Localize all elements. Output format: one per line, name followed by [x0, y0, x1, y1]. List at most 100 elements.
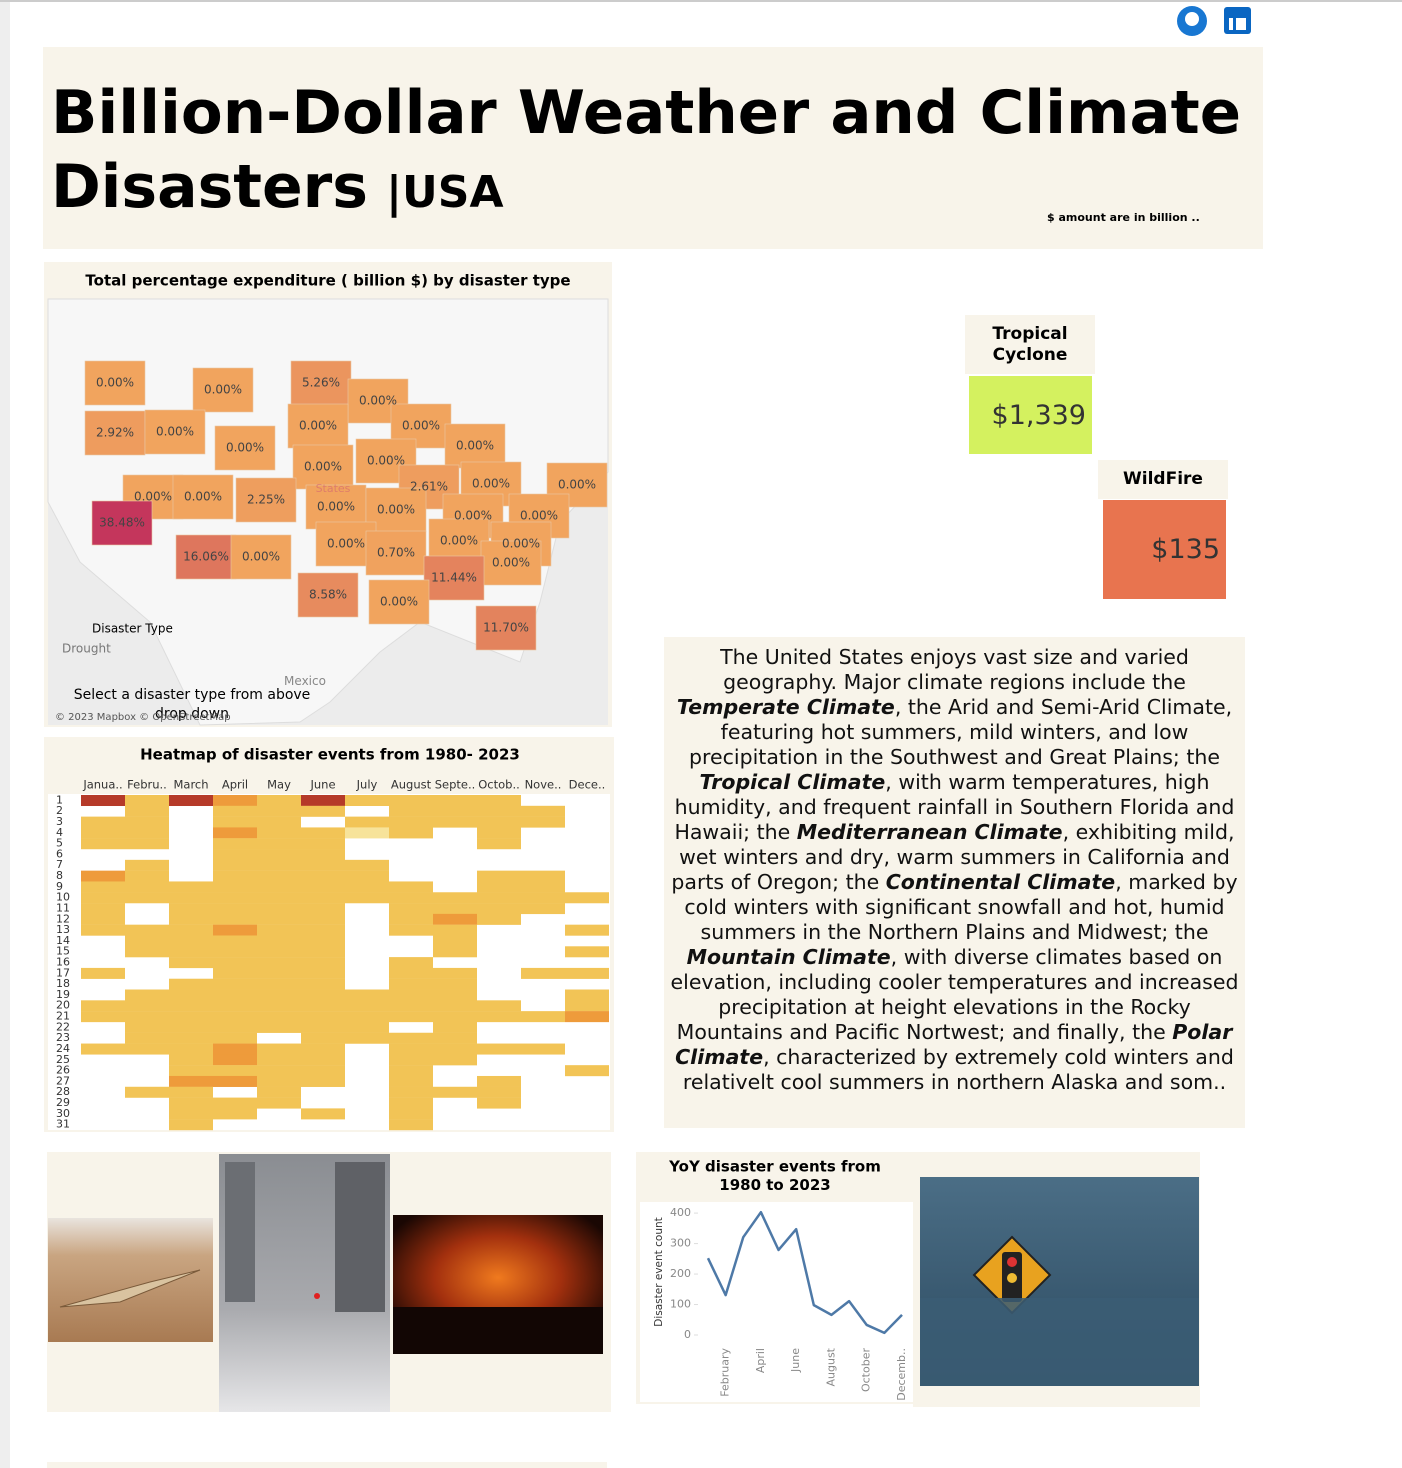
- y-tick-label: 200: [670, 1267, 691, 1280]
- state-label: 0.00%: [456, 439, 494, 453]
- heat-cell: [477, 1043, 521, 1055]
- heat-cell: [169, 935, 213, 947]
- heat-cell: [521, 881, 565, 893]
- heat-cell: [125, 892, 169, 904]
- emphasis: Polar Climate: [675, 1020, 1233, 1069]
- heat-cell: [81, 1043, 125, 1055]
- heat-cell: [521, 1043, 565, 1055]
- linkedin-glyph: [1236, 18, 1246, 30]
- heat-cell: [433, 1032, 477, 1044]
- heat-cell: [169, 946, 213, 958]
- month-label: August: [391, 778, 432, 792]
- state-region: [365, 530, 427, 576]
- heat-cell: [257, 967, 301, 979]
- heat-cell: [213, 913, 257, 925]
- heat-cell: [213, 870, 257, 882]
- kpi-value: $1,339: [969, 376, 1092, 454]
- building: [225, 1162, 255, 1302]
- heat-cell: [257, 838, 301, 850]
- day-label: 28: [56, 1085, 70, 1098]
- y-tick-label: 0: [684, 1328, 691, 1341]
- heat-cell: [345, 892, 389, 904]
- github-glyph: [1185, 12, 1199, 26]
- month-label: Febru..: [127, 778, 167, 792]
- kpi-label: Tropical Cyclone: [965, 315, 1095, 374]
- heat-cell: [257, 1086, 301, 1098]
- heat-cell: [433, 1000, 477, 1012]
- month-label: July: [356, 778, 378, 792]
- text-run: , characterized by extremely cold winter…: [682, 1045, 1234, 1094]
- heat-cell: [345, 870, 389, 882]
- state-label: 0.00%: [558, 478, 596, 492]
- heat-cell: [301, 1054, 345, 1066]
- heatmap-title: Heatmap of disaster events from 1980- 20…: [140, 746, 520, 764]
- month-label: June: [309, 778, 335, 792]
- linkedin-glyph: [1229, 18, 1233, 30]
- title-line2: Disasters |USA: [51, 152, 504, 222]
- heat-cell: [389, 1108, 433, 1120]
- heat-cell: [389, 957, 433, 969]
- heat-cell: [169, 795, 213, 807]
- state-region: [235, 477, 297, 523]
- heat-cell: [301, 795, 345, 807]
- heat-cell: [213, 1108, 257, 1120]
- heat-cell: [433, 967, 477, 979]
- x-tick-label: Decemb..: [895, 1348, 908, 1401]
- day-label: 26: [56, 1064, 70, 1077]
- heat-cell: [213, 935, 257, 947]
- heat-cell: [257, 1097, 301, 1109]
- heat-cell: [81, 795, 125, 807]
- heat-cell: [565, 892, 609, 904]
- heat-cell: [169, 1065, 213, 1077]
- heat-cell: [169, 1032, 213, 1044]
- x-tick-label: June: [789, 1348, 802, 1373]
- heat-cell: [257, 859, 301, 871]
- heat-cell: [521, 1011, 565, 1023]
- heat-cell: [477, 816, 521, 828]
- day-label: 6: [56, 847, 63, 860]
- emphasis: Temperate Climate: [676, 695, 895, 719]
- heat-cell: [125, 935, 169, 947]
- day-label: 21: [56, 1010, 70, 1023]
- state-label: 16.06%: [183, 550, 229, 564]
- state-region: [172, 474, 234, 520]
- heat-cell: [565, 946, 609, 958]
- heat-cell: [169, 1119, 213, 1131]
- heat-cell: [301, 859, 345, 871]
- treeline: [393, 1307, 603, 1354]
- heat-cell: [389, 892, 433, 904]
- heat-cell: [521, 892, 565, 904]
- heat-cell: [389, 1097, 433, 1109]
- heat-cell: [301, 989, 345, 1001]
- month-label: April: [222, 778, 248, 792]
- state-region: [214, 425, 276, 471]
- heat-cell: [169, 1108, 213, 1120]
- line-chart: YoY disaster events from 1980 to 2023 0 100…: [640, 1158, 913, 1402]
- heat-cell: [433, 1011, 477, 1023]
- state-label: 0.00%: [440, 534, 478, 548]
- heat-cell: [301, 967, 345, 979]
- heat-cell: [169, 903, 213, 915]
- heat-cell: [169, 1021, 213, 1033]
- heat-cell: [169, 924, 213, 936]
- heat-cell: [257, 892, 301, 904]
- heat-cell: [389, 1011, 433, 1023]
- heat-cell: [257, 903, 301, 915]
- heat-cell: [433, 816, 477, 828]
- state-label: 11.44%: [431, 571, 477, 585]
- heat-cell: [389, 967, 433, 979]
- state-label: 0.00%: [520, 509, 558, 523]
- heat-cell: [169, 913, 213, 925]
- heat-cell: [257, 827, 301, 839]
- heat-cell: [521, 903, 565, 915]
- state-label: 2.92%: [96, 426, 134, 440]
- state-region: [144, 409, 206, 455]
- heat-cell: [257, 957, 301, 969]
- heat-cell: [477, 1000, 521, 1012]
- heat-cell: [213, 1097, 257, 1109]
- heat-cell: [389, 1000, 433, 1012]
- heat-cell: [169, 1000, 213, 1012]
- heat-cell: [477, 805, 521, 817]
- heat-cell: [257, 795, 301, 807]
- heat-cell: [301, 935, 345, 947]
